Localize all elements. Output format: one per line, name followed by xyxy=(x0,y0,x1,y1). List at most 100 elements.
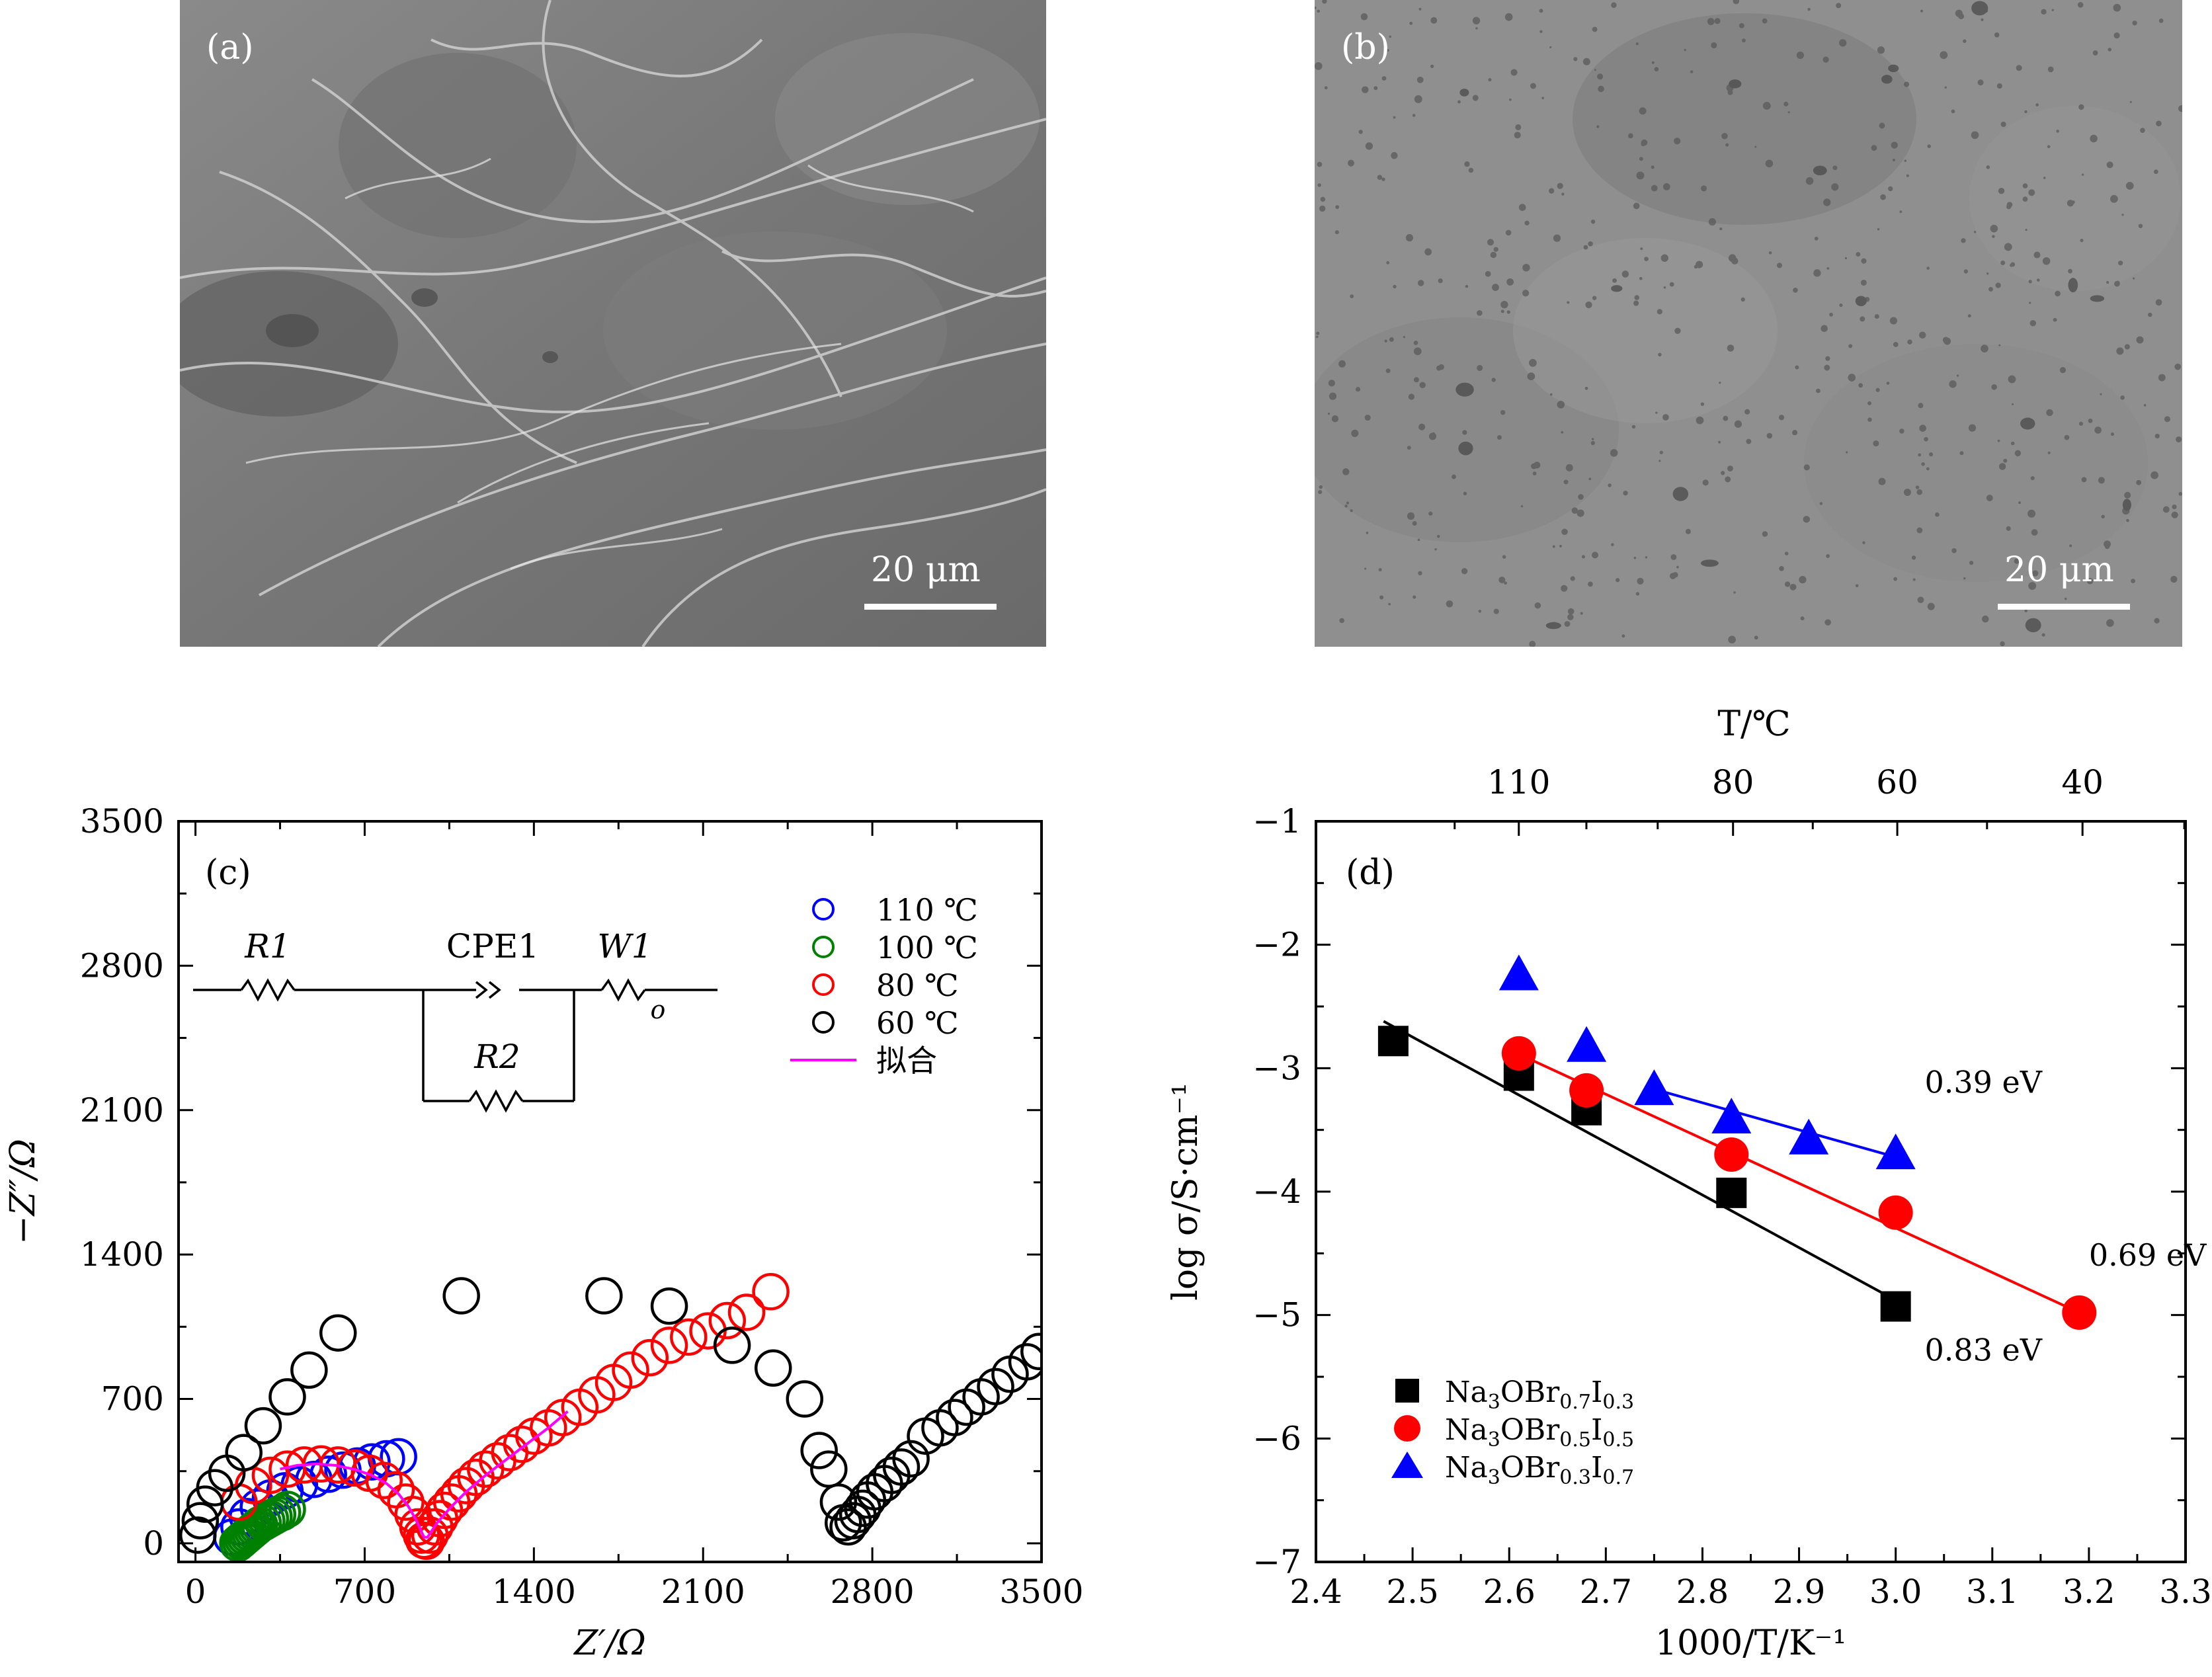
pore xyxy=(2162,506,2170,513)
pore xyxy=(1432,432,1435,435)
data-point xyxy=(290,1351,328,1389)
pore xyxy=(1795,365,1799,370)
pore xyxy=(1916,527,1923,534)
pore xyxy=(1608,483,1612,487)
y-tick-label: 1400 xyxy=(80,1235,164,1274)
pore xyxy=(1488,78,1492,82)
pore xyxy=(1553,234,1561,242)
pore xyxy=(2116,347,2124,355)
x-tick-label: 3.1 xyxy=(1966,1573,2019,1611)
pore xyxy=(2178,491,2182,496)
pore xyxy=(1926,467,1930,471)
pore xyxy=(2106,161,2113,169)
pore xyxy=(1903,81,1910,87)
pore xyxy=(1388,602,1391,606)
pore xyxy=(1549,46,1552,49)
pore xyxy=(2120,395,2125,400)
pore xyxy=(1477,309,1483,316)
legend-label: 100 ℃ xyxy=(876,930,978,965)
data-point xyxy=(208,1454,246,1493)
panel-label-b: (b) xyxy=(1341,28,1390,67)
pore xyxy=(1588,477,1592,481)
pore xyxy=(1597,73,1604,80)
pore xyxy=(1998,344,2001,347)
pore xyxy=(1389,337,1394,342)
pore xyxy=(1803,516,1811,523)
pore xyxy=(2031,570,2039,577)
pore xyxy=(1561,430,1564,434)
pore xyxy=(1391,151,1398,159)
pore xyxy=(1969,561,1974,565)
y-axis-label: log σ/S·cm⁻¹ xyxy=(1166,1083,1206,1301)
dark-pit xyxy=(1855,296,1867,306)
data-point xyxy=(268,1378,306,1416)
data-point xyxy=(309,1455,347,1493)
pore xyxy=(1796,51,1804,60)
pore xyxy=(1871,145,1877,151)
pore xyxy=(2155,299,2162,306)
pore xyxy=(1428,511,1433,516)
pore xyxy=(1564,621,1571,627)
pore xyxy=(1899,210,1903,214)
pore xyxy=(2124,491,2131,499)
pore xyxy=(1478,610,1482,613)
pore xyxy=(1981,345,1988,353)
legend-marker xyxy=(812,973,835,996)
pore xyxy=(2041,633,2045,637)
pore xyxy=(1986,165,1990,169)
pore xyxy=(2136,336,2144,344)
pore xyxy=(1381,76,1387,81)
pore xyxy=(2028,280,2032,284)
x-tick-label: 3.2 xyxy=(2063,1573,2115,1611)
pore xyxy=(2000,121,2006,128)
pore xyxy=(2025,229,2028,231)
pore xyxy=(2153,169,2158,175)
pore xyxy=(1848,344,1853,348)
data-point xyxy=(225,1434,263,1471)
data-point xyxy=(181,1502,220,1539)
pore xyxy=(1592,26,1598,32)
pore xyxy=(1669,282,1674,287)
pore xyxy=(1317,183,1321,187)
pore xyxy=(1636,171,1645,180)
pore xyxy=(1491,284,1499,292)
data-point-square xyxy=(1716,1177,1747,1208)
pore xyxy=(1746,438,1752,444)
pore xyxy=(1428,432,1437,440)
pore xyxy=(2136,479,2142,485)
pore xyxy=(1718,440,1721,444)
pore xyxy=(1873,440,1879,447)
pore xyxy=(1824,364,1830,371)
pore xyxy=(2031,529,2038,536)
pore xyxy=(1505,229,1512,236)
pore xyxy=(1612,278,1617,283)
data-point xyxy=(650,1327,688,1364)
pore xyxy=(1924,436,1928,442)
pore xyxy=(1585,301,1592,309)
pore xyxy=(1561,192,1565,196)
pore xyxy=(1651,165,1655,169)
data-point xyxy=(1008,1343,1042,1381)
pore xyxy=(1319,485,1323,489)
pore xyxy=(1315,7,1317,9)
pore xyxy=(1829,312,1833,317)
pore xyxy=(2113,3,2121,12)
pore xyxy=(2006,202,2013,208)
data-point xyxy=(829,1508,867,1546)
dark-pit xyxy=(2025,618,2041,633)
pore xyxy=(1741,38,1746,43)
pore xyxy=(2036,278,2040,282)
pore xyxy=(1578,494,1584,500)
data-point-triangle xyxy=(1567,1026,1607,1062)
pore xyxy=(1994,32,2000,38)
pore xyxy=(2081,173,2084,176)
y-axis-label: −Z″/Ω xyxy=(3,1139,43,1245)
pore xyxy=(2008,375,2016,384)
pore xyxy=(2006,526,2011,531)
legend-label-fit: 拟合 xyxy=(876,1043,937,1079)
pore xyxy=(1327,413,1331,415)
pore xyxy=(1500,300,1508,309)
pore xyxy=(2078,104,2084,110)
pore xyxy=(2164,416,2170,423)
pore xyxy=(2101,514,2105,518)
